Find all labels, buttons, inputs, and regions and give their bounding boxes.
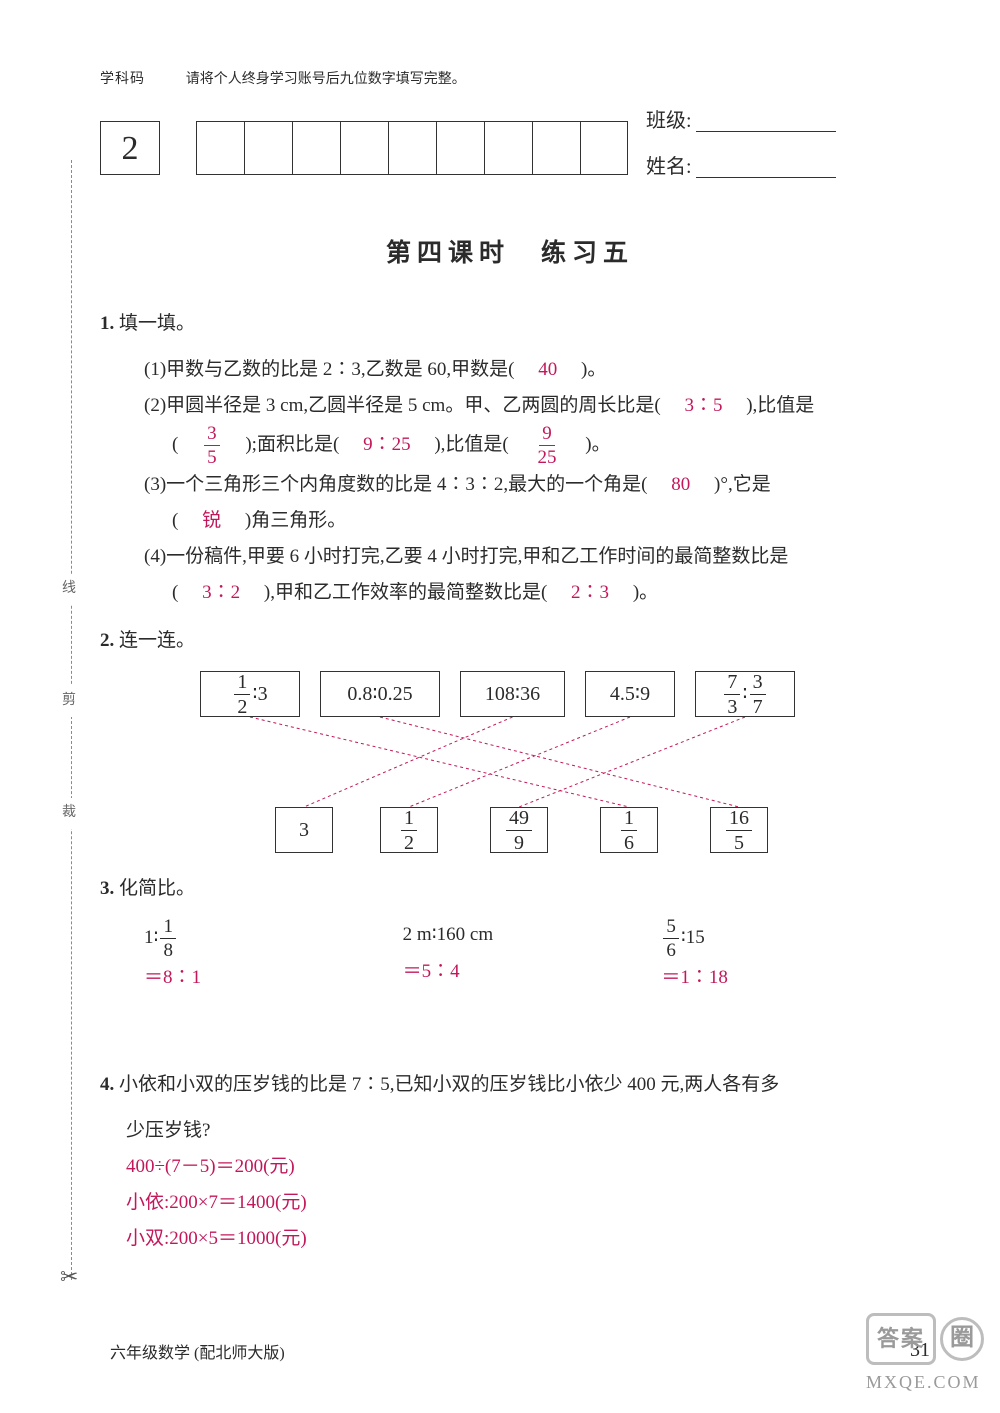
account-box[interactable] [340, 121, 388, 175]
name-label: 姓名: [646, 148, 692, 186]
match-bottom-box: 165 [710, 807, 768, 853]
watermark-circle: 圈 [940, 1317, 984, 1361]
match-bottom-box: 16 [600, 807, 658, 853]
match-top-box: 73∶37 [695, 671, 795, 717]
q1-2-frac2: 925 [514, 434, 581, 455]
q1-2e: ),比值是( [434, 434, 508, 455]
q2-number: 2. [100, 630, 114, 651]
q1-1-ans: 40 [519, 359, 576, 380]
watermark-url: MXQE.COM [866, 1365, 984, 1399]
cut-label-3: 裁 [62, 798, 76, 829]
account-boxes [196, 121, 628, 175]
q1-2-ans1: 3∶5 [665, 395, 741, 416]
q1-3-ans1: 80 [652, 474, 709, 495]
q1-3d: )角三角形。 [245, 510, 346, 531]
q4-solution-line: 400÷(7－5)＝200(元) [126, 1149, 920, 1185]
q1-2d: );面积比是( [245, 434, 339, 455]
q1-2c: ( [172, 434, 178, 455]
q3-col: 56∶15＝1∶18 [661, 917, 920, 996]
q3-number: 3. [100, 878, 114, 899]
q3-row: 1∶18＝8∶12 m∶160 cm＝5∶456∶15＝1∶18 [100, 917, 920, 996]
q2-heading: 连一连。 [119, 630, 195, 651]
q4-solution-line: 小双:200×5＝1000(元) [126, 1221, 920, 1257]
q3-heading: 化简比。 [119, 878, 195, 899]
account-box[interactable] [436, 121, 484, 175]
name-input[interactable] [696, 156, 836, 178]
subject-code-label: 学科码 [100, 72, 145, 87]
watermark: 答案 圈 MXQE.COM [866, 1313, 984, 1399]
class-input[interactable] [696, 110, 836, 132]
q1-1a: (1)甲数与乙数的比是 2∶3,乙数是 60,甲数是( [144, 359, 514, 380]
match-bottom-box: 12 [380, 807, 438, 853]
q1-2f: )。 [585, 434, 610, 455]
q3-col: 2 m∶160 cm＝5∶4 [403, 917, 662, 996]
class-label: 班级: [646, 102, 692, 140]
q4-solution-line: 小依:200×7＝1400(元) [126, 1185, 920, 1221]
q1-4-ans1: 3∶2 [183, 582, 259, 603]
q4-solution: 400÷(7－5)＝200(元)小依:200×7＝1400(元)小双:200×5… [100, 1149, 920, 1257]
watermark-badge: 答案 [866, 1313, 936, 1365]
cut-dash [71, 160, 72, 1280]
q4-number: 4. [100, 1074, 114, 1095]
q1-heading: 填一填。 [119, 313, 195, 334]
q1-4a: (4)一份稿件,甲要 6 小时打完,乙要 4 小时打完,甲和乙工作时间的最简整数… [144, 546, 788, 567]
q4-heading-b: 少压岁钱? [100, 1113, 920, 1149]
q3-answer: ＝5∶4 [403, 954, 662, 990]
q1-3-ans2: 锐 [183, 510, 240, 531]
cut-line: 线 剪 裁 ✂ [62, 160, 82, 1280]
footer: 六年级数学 (配北师大版) 31 [110, 1331, 930, 1369]
q1-2b: ),比值是 [746, 395, 814, 416]
book-title: 六年级数学 (配北师大版) [110, 1339, 285, 1369]
q4-heading-a: 小依和小双的压岁钱的比是 7∶5,已知小双的压岁钱比小依少 400 元,两人各有… [119, 1074, 779, 1095]
q1-3b: )°,它是 [714, 474, 771, 495]
account-box[interactable] [532, 121, 580, 175]
account-box[interactable] [388, 121, 436, 175]
cut-label-2: 剪 [62, 686, 76, 717]
q1-1b: )。 [581, 359, 606, 380]
account-box[interactable] [580, 121, 628, 175]
q1-4d: )。 [633, 582, 658, 603]
q1-2-ans2: 9∶25 [344, 434, 430, 455]
q1-3c: ( [172, 510, 178, 531]
account-box[interactable] [196, 121, 244, 175]
account-box[interactable] [484, 121, 532, 175]
q3-answer: ＝8∶1 [144, 960, 403, 996]
q3-col: 1∶18＝8∶1 [144, 917, 403, 996]
header: 学科码 请将个人终身学习账号后九位数字填写完整。 2 班级: 姓名: [100, 60, 920, 194]
q1-2a: (2)甲圆半径是 3 cm,乙圆半径是 5 cm。甲、乙两圆的周长比是( [144, 395, 661, 416]
matching-diagram: 12∶3 0.8∶0.25 108∶36 4.5∶9 73∶37 3 12 499 16 165 [170, 671, 850, 861]
header-hint: 请将个人终身学习账号后九位数字填写完整。 [186, 72, 466, 87]
account-box[interactable] [244, 121, 292, 175]
q1-4b: ( [172, 582, 178, 603]
page-title: 第四课时 练习五 [100, 230, 920, 278]
match-bottom-box: 499 [490, 807, 548, 853]
match-bottom-box: 3 [275, 807, 333, 853]
cut-label-1: 线 [62, 574, 76, 605]
match-top-box: 4.5∶9 [585, 671, 675, 717]
q1-4-ans2: 2∶3 [552, 582, 628, 603]
account-box[interactable] [292, 121, 340, 175]
q1-number: 1. [100, 313, 114, 334]
match-top-box: 0.8∶0.25 [320, 671, 440, 717]
q3-answer: ＝1∶18 [661, 960, 920, 996]
subject-code-box[interactable]: 2 [100, 121, 160, 175]
match-top-box: 108∶36 [460, 671, 565, 717]
match-top-box: 12∶3 [200, 671, 300, 717]
q1-4c: ),甲和乙工作效率的最简整数比是( [264, 582, 547, 603]
scissor-icon: ✂ [60, 1256, 78, 1298]
q1-3a: (3)一个三角形三个内角度数的比是 4∶3∶2,最大的一个角是( [144, 474, 647, 495]
q1-2-frac1: 35 [183, 434, 241, 455]
